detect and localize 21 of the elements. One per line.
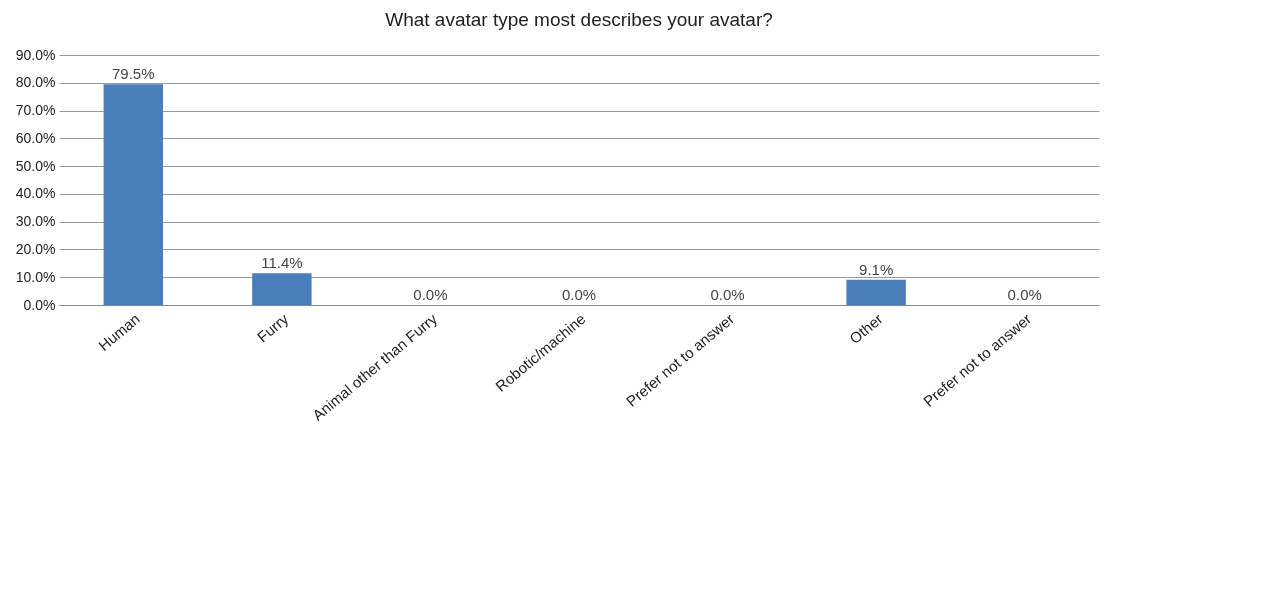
data-label: 79.5% <box>112 65 155 83</box>
y-tick-label: 30.0% <box>15 213 56 230</box>
bar <box>252 273 312 305</box>
bar <box>846 279 906 305</box>
y-tick-label: 90.0% <box>15 46 56 63</box>
y-tick-label: 50.0% <box>15 157 56 174</box>
y-tick-label: 0.0% <box>23 296 56 313</box>
data-label: 11.4% <box>261 254 303 272</box>
y-tick-label: 10.0% <box>15 268 56 285</box>
data-label: 0.0% <box>710 286 745 303</box>
data-label: 0.0% <box>1007 286 1042 303</box>
chart-title: What avatar type most describes your avatar? <box>385 9 773 30</box>
y-tick-label: 70.0% <box>15 102 56 119</box>
y-tick-label: 60.0% <box>15 129 56 146</box>
data-label: 9.1% <box>859 260 894 278</box>
y-tick-label: 40.0% <box>15 185 56 202</box>
bar <box>103 84 163 305</box>
data-label: 0.0% <box>413 286 448 303</box>
data-label: 0.0% <box>561 286 597 303</box>
y-tick-label: 20.0% <box>15 240 56 257</box>
y-tick-label: 80.0% <box>15 74 56 91</box>
